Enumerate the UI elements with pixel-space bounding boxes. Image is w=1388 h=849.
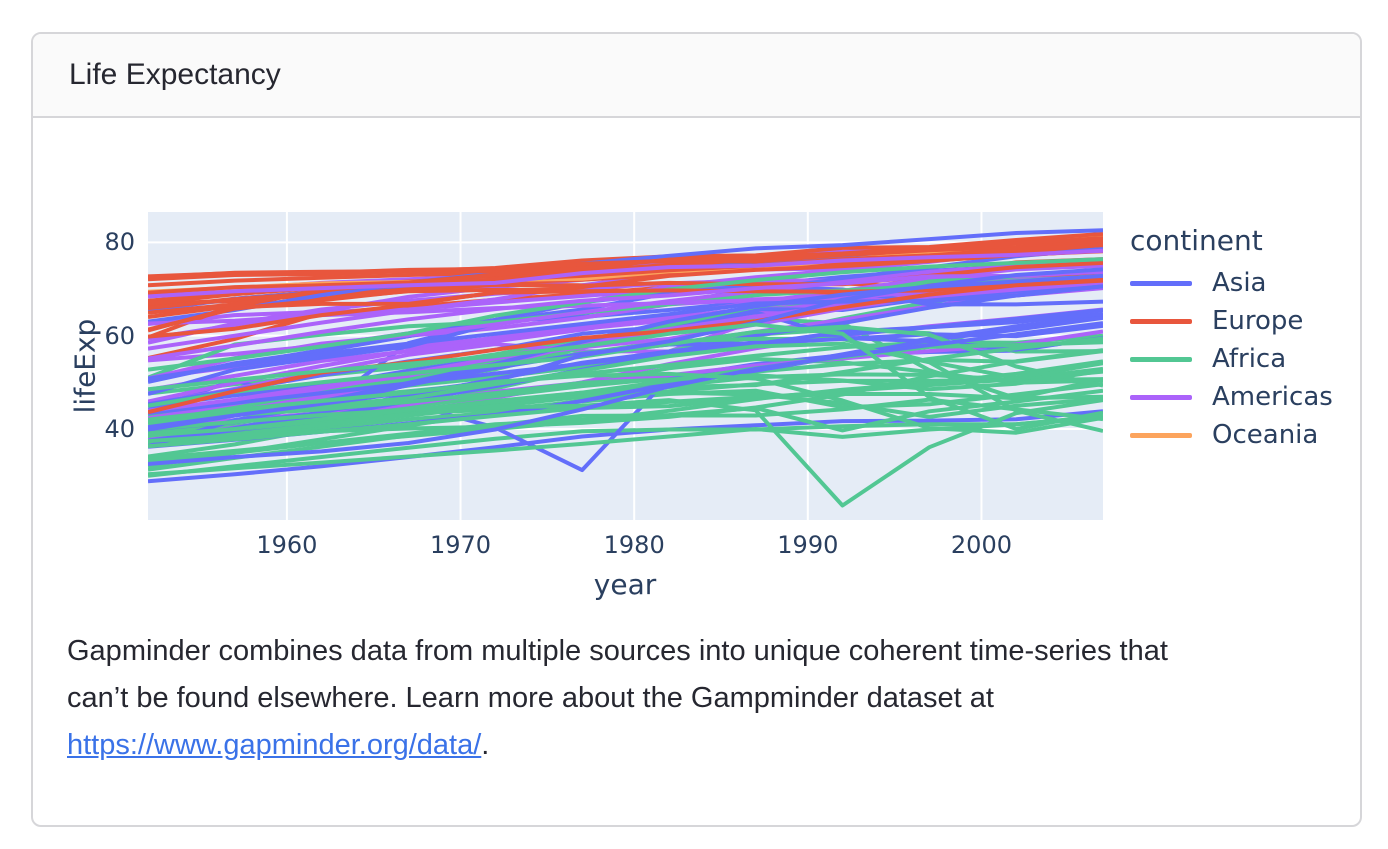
caption-text-after: . — [481, 729, 490, 761]
series-line[interactable] — [148, 267, 1103, 430]
legend-item-label: Africa — [1212, 344, 1287, 374]
legend-swatch — [1130, 356, 1192, 362]
x-tick-label: 1960 — [256, 531, 318, 559]
series-line[interactable] — [148, 236, 1103, 315]
series-line[interactable] — [148, 228, 1103, 324]
series-line[interactable] — [148, 249, 1103, 339]
series-line[interactable] — [148, 371, 1103, 435]
legend-item-africa[interactable]: Africa — [1130, 340, 1333, 378]
gapminder-link[interactable]: https://www.gapminder.org/data/ — [67, 729, 482, 761]
x-tick-label: 2000 — [950, 531, 1012, 559]
series-line[interactable] — [148, 392, 1103, 449]
legend-item-oceania[interactable]: Oceania — [1130, 416, 1333, 454]
x-tick-label: 1970 — [429, 531, 492, 559]
x-tick-label: 1980 — [603, 531, 665, 559]
y-axis-title: lifeExp — [68, 318, 102, 414]
legend-swatch — [1130, 318, 1192, 324]
legend-item-label: Europe — [1212, 306, 1304, 336]
x-axis-title: year — [593, 568, 657, 601]
legend-title: continent — [1130, 224, 1263, 257]
series-line[interactable] — [148, 284, 1103, 381]
series-line[interactable] — [148, 257, 1103, 372]
x-tick-label: 1990 — [777, 531, 839, 559]
series-line[interactable] — [148, 321, 1103, 466]
series-line[interactable] — [148, 275, 1103, 333]
legend-swatch — [1130, 432, 1192, 438]
series-line[interactable] — [148, 258, 1103, 381]
y-tick-label: 60 — [104, 321, 135, 350]
y-tick-label: 80 — [104, 228, 135, 257]
series-line[interactable] — [148, 388, 1103, 464]
legend-swatch — [1130, 394, 1192, 400]
legend-item-label: Oceania — [1212, 420, 1319, 450]
series-line[interactable] — [148, 278, 1103, 415]
series-line[interactable] — [148, 308, 1103, 416]
series-line[interactable] — [148, 324, 1103, 408]
life-expectancy-card: Life Expectancy 40 60 80 1960 1970 1980 1990 2… — [31, 32, 1362, 827]
card-body: 40 60 80 1960 1970 1980 1990 2000 lifeExp year… — [33, 118, 1360, 769]
series-line[interactable] — [148, 340, 1103, 438]
page-title: Life Expectancy — [69, 58, 281, 91]
legend-item-asia[interactable]: Asia — [1130, 264, 1333, 302]
plot-area[interactable] — [148, 212, 1103, 520]
legend-item-label: Americas — [1212, 382, 1333, 412]
caption-text-before: Gapminder combines data from multiple so… — [67, 635, 1168, 714]
line-chart: 40 60 80 1960 1970 1980 1990 2000 lifeExp year… — [33, 118, 1360, 601]
legend-item-americas[interactable]: Americas — [1130, 378, 1333, 416]
card-header: Life Expectancy — [33, 34, 1360, 118]
series-line[interactable] — [148, 243, 1103, 295]
legend-swatch — [1130, 280, 1192, 286]
series-line[interactable] — [148, 322, 1103, 431]
series-line[interactable] — [148, 409, 1103, 484]
series-line[interactable] — [148, 368, 1103, 426]
caption: Gapminder combines data from multiple so… — [67, 628, 1232, 769]
plot-svg — [148, 212, 1103, 520]
legend-items: Asia Europe Africa Americas Oceania — [1130, 264, 1333, 454]
legend: continent Asia Europe Africa Americas Oceani… — [1130, 224, 1333, 454]
series-line[interactable] — [148, 398, 1103, 508]
series-line[interactable] — [148, 414, 1103, 478]
series-line[interactable] — [148, 248, 1103, 299]
y-tick-label: 40 — [104, 415, 135, 443]
series-line[interactable] — [148, 269, 1103, 361]
legend-item-label: Asia — [1212, 268, 1267, 298]
legend-item-europe[interactable]: Europe — [1130, 302, 1333, 340]
